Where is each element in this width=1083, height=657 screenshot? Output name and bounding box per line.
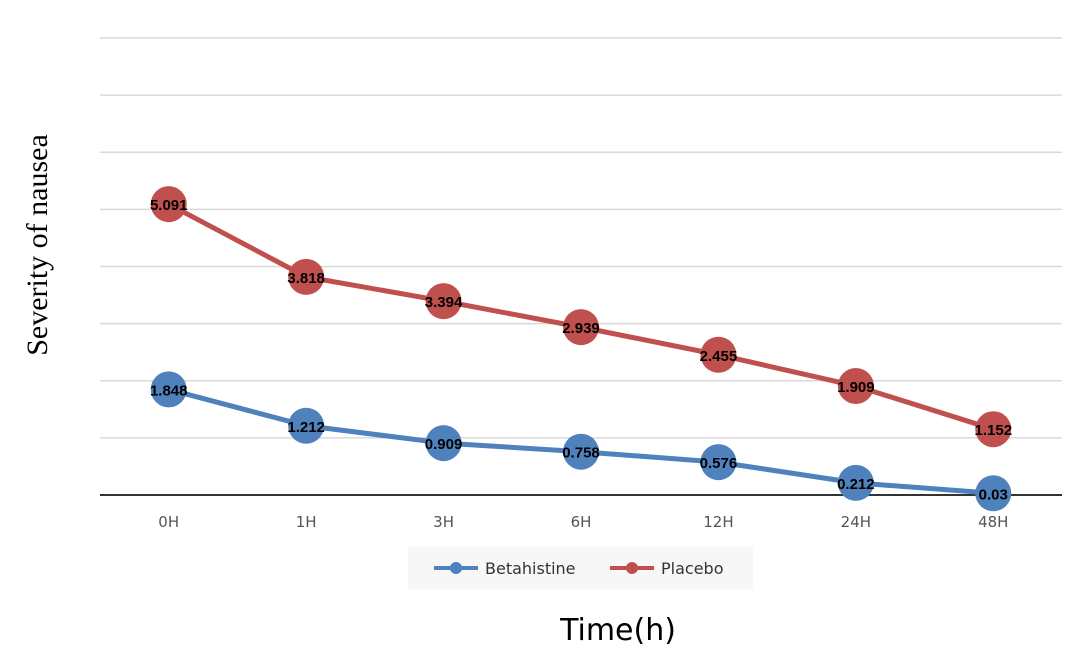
data-label-betahistine: 0.212 — [837, 476, 875, 493]
data-point-placebo — [700, 336, 737, 373]
data-point-betahistine — [288, 407, 325, 444]
x-tick-labels: 0H 1H 3H 6H 12H 24H 48H — [158, 513, 1008, 531]
data-point-betahistine — [837, 464, 874, 501]
legend-marker-betahistine — [450, 562, 462, 574]
data-point-placebo — [288, 258, 325, 295]
data-label-betahistine: 1.848 — [150, 382, 188, 399]
series-markers — [150, 186, 1012, 512]
data-point-placebo — [563, 309, 599, 346]
x-tick-label: 3H — [433, 513, 454, 531]
x-tick-label: 6H — [571, 513, 592, 531]
data-point-betahistine — [975, 475, 1012, 512]
data-point-placebo — [425, 283, 462, 320]
data-point-placebo — [975, 411, 1012, 448]
data-label-placebo: 1.909 — [837, 379, 875, 396]
legend-label-betahistine: Betahistine — [485, 559, 576, 578]
data-point-betahistine — [150, 371, 187, 408]
x-tick-label: 12H — [703, 513, 733, 531]
data-point-placebo — [150, 186, 187, 223]
data-point-placebo — [837, 367, 874, 404]
data-label-placebo: 1.152 — [975, 422, 1013, 439]
data-label-placebo: 3.394 — [425, 294, 463, 311]
legend-label-placebo: Placebo — [661, 559, 723, 578]
x-axis-label: Time(h) — [559, 613, 676, 648]
y-axis-label: Severity of nausea — [21, 134, 54, 356]
data-label-betahistine: 1.212 — [287, 419, 325, 436]
legend: Betahistine Placebo — [408, 547, 753, 589]
data-label-betahistine: 0.909 — [425, 436, 463, 453]
data-point-betahistine — [563, 433, 599, 470]
data-label-placebo: 2.455 — [700, 348, 738, 365]
x-tick-label: 24H — [841, 513, 871, 531]
legend-marker-placebo — [626, 562, 638, 574]
data-label-betahistine: 0.03 — [979, 486, 1008, 503]
x-tick-label: 0H — [158, 513, 179, 531]
x-tick-label: 1H — [296, 513, 317, 531]
data-point-betahistine — [425, 425, 462, 462]
data-labels: 1.848 1.212 0.909 0.758 0.576 0.212 0.03 5.091 3… — [150, 197, 1012, 503]
gridlines — [100, 37, 1062, 439]
data-label-placebo: 2.939 — [562, 320, 600, 337]
data-label-placebo: 3.818 — [287, 270, 325, 287]
data-label-placebo: 5.091 — [150, 197, 188, 214]
data-label-betahistine: 0.576 — [700, 455, 738, 472]
data-point-betahistine — [700, 444, 737, 481]
x-tick-label: 48H — [978, 513, 1008, 531]
data-label-betahistine: 0.758 — [562, 445, 600, 462]
